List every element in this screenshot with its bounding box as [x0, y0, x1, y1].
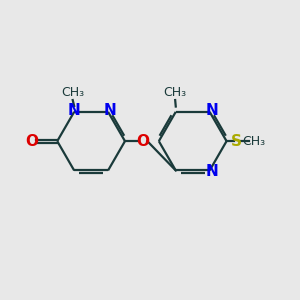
Text: N: N — [103, 103, 116, 118]
Text: CH₃: CH₃ — [61, 86, 84, 99]
Text: N: N — [68, 103, 81, 118]
Text: O: O — [26, 134, 39, 149]
Text: O: O — [137, 134, 150, 149]
Text: S: S — [231, 134, 242, 149]
Text: CH₃: CH₃ — [164, 86, 187, 99]
Text: N: N — [205, 164, 218, 178]
Text: CH₃: CH₃ — [242, 135, 265, 148]
Text: N: N — [205, 103, 218, 118]
